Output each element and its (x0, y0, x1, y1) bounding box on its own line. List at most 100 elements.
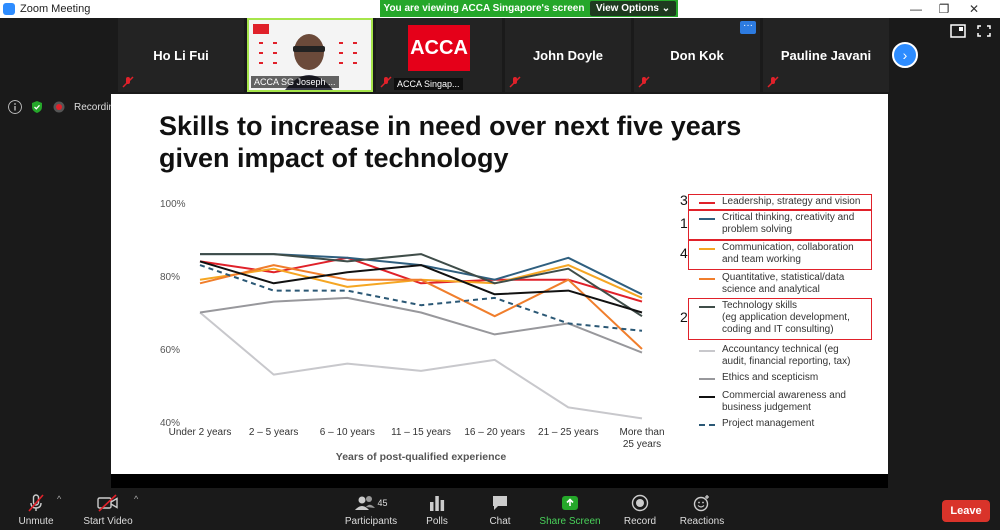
fullscreen-icon[interactable] (976, 24, 992, 38)
layout-icon[interactable] (950, 24, 966, 38)
next-page-icon[interactable]: › (892, 42, 918, 68)
leave-button[interactable]: Leave (942, 500, 990, 522)
participant-gallery: Ho Li Fui ACCA SG Joseph ... ACCA ACCA S… (118, 18, 928, 92)
legend-label: Ethics and scepticism (722, 372, 819, 383)
y-tick-label: 100% (160, 199, 186, 210)
recording-icon (53, 101, 65, 113)
x-tick-label: 16 – 20 years (464, 427, 525, 438)
chat-icon (493, 496, 507, 510)
participant-tile[interactable]: Ho Li Fui (118, 18, 244, 92)
security-shield-icon[interactable] (30, 100, 44, 114)
chat-button[interactable]: Chat (483, 490, 517, 530)
legend-label: Technology skills (eg application develop… (722, 300, 850, 335)
start-video-button[interactable]: Start Video (82, 490, 134, 530)
legend-label: Accountancy technical (eg audit, financia… (722, 344, 851, 367)
x-tick-label: Under 2 years (169, 427, 232, 438)
series-line (199, 311, 643, 420)
participant-name: Don Kok (670, 47, 724, 63)
participant-name: ACCA SG Joseph ... (251, 76, 339, 88)
series-line (199, 260, 643, 314)
rank-number: 2 (680, 309, 688, 325)
legend-swatch (699, 378, 715, 380)
video-options-caret-icon[interactable]: ^ (134, 494, 139, 504)
reactions-button[interactable]: Reactions (678, 490, 726, 530)
legend-swatch (699, 396, 715, 398)
y-tick-label: 80% (160, 272, 180, 283)
participant-tile-speaking[interactable]: ACCA SG Joseph ... (247, 18, 373, 92)
participants-count: 45 (377, 498, 388, 508)
rank-number: 1 (680, 215, 688, 231)
record-button[interactable]: Record (621, 490, 659, 530)
restore-icon[interactable]: ❐ (938, 2, 950, 16)
unmute-button[interactable]: Unmute (14, 490, 58, 530)
legend-highlight-box (688, 210, 872, 240)
series-line (199, 264, 643, 350)
legend-label: Commercial awareness and business judgeme… (722, 390, 846, 413)
participants-icon (355, 496, 376, 510)
slide-title-line: Skills to increase in need over next fiv… (159, 111, 742, 141)
recording-label: Recordin (74, 101, 115, 113)
participant-tile[interactable]: ··· Don Kok (634, 18, 760, 92)
muted-mic-icon (767, 76, 779, 88)
legend-highlight-box (688, 240, 872, 270)
legend-swatch (699, 306, 715, 308)
legend-highlight-box (688, 298, 872, 340)
legend-swatch (699, 278, 715, 280)
share-screen-button[interactable]: Share Screen (539, 490, 601, 530)
zoom-app-icon (3, 3, 15, 15)
participant-tile[interactable]: John Doyle (505, 18, 631, 92)
unmute-label: Unmute (18, 516, 54, 527)
shared-slide: Skills to increase in need over next fiv… (111, 94, 888, 474)
participant-name: John Doyle (532, 47, 604, 63)
participant-name: Pauline Javani (780, 47, 872, 63)
x-tick-label: More than (619, 427, 664, 438)
legend-label: Communication, collaboration and team wor… (722, 242, 854, 265)
participant-tile[interactable]: ACCA ACCA Singap... (376, 18, 502, 92)
legend-swatch (699, 202, 715, 204)
participants-button[interactable]: 45 Participants (343, 490, 399, 530)
meeting-status: Recordin (8, 100, 114, 114)
share-screen-icon (562, 496, 578, 510)
polls-icon (430, 496, 445, 511)
legend-swatch (699, 424, 715, 426)
legend-swatch (699, 248, 715, 250)
y-tick-label: 40% (160, 418, 180, 429)
reactions-icon (693, 495, 709, 512)
close-icon[interactable]: ✕ (968, 2, 980, 16)
participants-icon-group: 45 (354, 494, 388, 512)
slide-title-line: given impact of technology (159, 143, 509, 173)
window-title: Zoom Meeting (20, 3, 91, 15)
more-options-icon[interactable]: ··· (740, 21, 756, 34)
x-tick-label: 2 – 5 years (249, 427, 298, 438)
slide-title: Skills to increase in need over next fiv… (159, 110, 741, 174)
share-banner-message: You are viewing ACCA Singapore's screen (383, 3, 585, 14)
reactions-label: Reactions (679, 516, 725, 527)
x-tick-label: 11 – 15 years (391, 427, 451, 438)
view-options-button[interactable]: View Options ⌄ (590, 1, 676, 16)
minimize-icon[interactable]: — (910, 2, 922, 16)
legend-label: Critical thinking, creativity and problem… (722, 212, 855, 235)
record-icon (631, 494, 649, 512)
acca-logo: ACCA (408, 25, 470, 71)
y-tick-label: 60% (160, 345, 180, 356)
legend-label: Quantitative, statistical/data science an… (722, 272, 845, 295)
x-tick-label: 25 years (623, 439, 661, 450)
video-off-icon (97, 494, 118, 512)
participants-label: Participants (344, 516, 398, 527)
audio-options-caret-icon[interactable]: ^ (57, 494, 62, 504)
share-screen-label: Share Screen (539, 516, 601, 527)
start-video-label: Start Video (83, 516, 133, 527)
muted-mic-icon (509, 76, 521, 88)
x-tick-label: 6 – 10 years (320, 427, 375, 438)
muted-mic-icon (638, 76, 650, 88)
chat-label: Chat (489, 516, 511, 527)
line-chart: 40% 60% 80% 100% Under 2 years 2 – 5 years 6 –… (160, 199, 665, 463)
info-icon[interactable] (8, 100, 22, 114)
screen-share-banner: You are viewing ACCA Singapore's screen … (380, 0, 678, 17)
muted-mic-icon (380, 76, 392, 88)
polls-button[interactable]: Polls (420, 490, 454, 530)
meeting-toolbar: Unmute ^ Start Video ^ 45 Participants P… (0, 490, 1000, 530)
legend-label: Leadership, strategy and vision (722, 196, 861, 207)
participant-tile[interactable]: Pauline Javani (763, 18, 889, 92)
